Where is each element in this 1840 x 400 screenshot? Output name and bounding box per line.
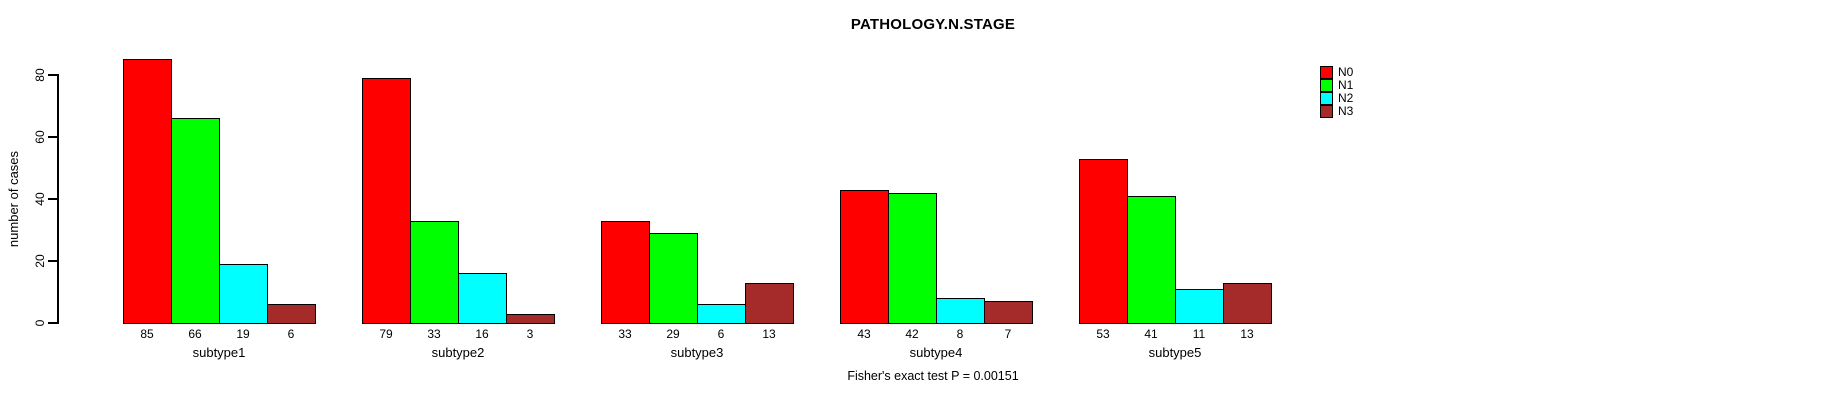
bar-value-label: 6 [287,327,295,341]
bar-subtype3-N1 [649,233,698,324]
bar-subtype4-N0 [840,190,889,324]
bar-subtype2-N1 [410,221,459,324]
bar-value-label: 66 [188,327,202,341]
bar-subtype2-N0 [362,78,411,324]
bar-value-label: 16 [475,327,489,341]
bar-subtype2-N3 [506,314,555,324]
y-axis-line [57,74,59,324]
bar-subtype1-N0 [123,59,172,324]
bar-value-label: 19 [236,327,250,341]
y-tick-label: 60 [33,130,47,144]
y-tick-label: 20 [33,254,47,268]
bar-value-label: 33 [618,327,632,341]
bar-subtype4-N1 [888,193,937,324]
bar-value-label: 8 [956,327,964,341]
bar-value-label: 7 [1004,327,1012,341]
bar-value-label: 53 [1096,327,1110,341]
bar-subtype5-N3 [1223,283,1272,324]
y-tick-mark [48,322,57,324]
legend-swatch-N3 [1320,104,1333,118]
bar-value-label: 11 [1192,327,1206,341]
legend-label: N0 [1338,65,1354,79]
bar-value-label: 13 [762,327,776,341]
bar-value-label: 33 [427,327,441,341]
legend-item-N0: N0 [1320,65,1354,79]
y-tick-mark [48,136,57,138]
category-label-subtype3: subtype3 [670,345,724,360]
bar-subtype1-N2 [219,264,268,324]
legend-item-N1: N1 [1320,78,1354,92]
bar-subtype5-N2 [1175,289,1224,324]
legend-item-N3: N3 [1320,104,1354,118]
category-label-subtype1: subtype1 [192,345,246,360]
y-tick-mark [48,198,57,200]
legend-label: N3 [1338,104,1354,118]
bar-subtype1-N3 [267,304,316,324]
fisher-test-annotation: Fisher's exact test P = 0.00151 [847,369,1019,383]
category-label-subtype5: subtype5 [1148,345,1202,360]
legend-label: N1 [1338,78,1354,92]
legend: N0 N1 N2 N3 [1320,65,1354,118]
bar-value-label: 41 [1144,327,1158,341]
bar-value-label: 42 [905,327,919,341]
bar-subtype2-N2 [458,273,507,324]
y-tick-label: 0 [33,319,47,327]
bar-value-label: 43 [857,327,871,341]
category-label-subtype4: subtype4 [909,345,963,360]
bar-subtype5-N1 [1127,196,1176,324]
y-axis-label: number of cases [6,150,21,248]
legend-swatch-N1 [1320,78,1333,92]
y-tick-mark [48,260,57,262]
bar-subtype5-N0 [1079,159,1128,324]
legend-swatch-N0 [1320,65,1333,79]
y-tick-mark [48,74,57,76]
legend-swatch-N2 [1320,91,1333,105]
bar-subtype3-N2 [697,304,746,324]
legend-item-N2: N2 [1320,91,1354,105]
bar-subtype1-N1 [171,118,220,324]
bar-value-label: 13 [1240,327,1254,341]
chart-title: PATHOLOGY.N.STAGE [850,16,1016,33]
bar-value-label: 3 [526,327,534,341]
bar-value-label: 85 [140,327,154,341]
y-tick-label: 40 [33,192,47,206]
bar-subtype3-N3 [745,283,794,324]
bar-value-label: 79 [379,327,393,341]
bar-subtype4-N3 [984,301,1033,324]
category-label-subtype2: subtype2 [431,345,485,360]
bar-value-label: 29 [666,327,680,341]
bar-subtype4-N2 [936,298,985,324]
bar-subtype3-N0 [601,221,650,324]
legend-label: N2 [1338,91,1354,105]
y-tick-label: 80 [33,68,47,82]
bar-value-label: 6 [717,327,725,341]
